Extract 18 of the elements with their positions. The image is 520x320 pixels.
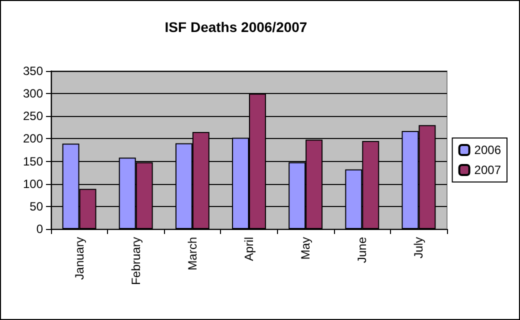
y-tick-label: 200	[22, 132, 44, 146]
x-tick-label: February	[128, 237, 143, 286]
legend-label: 2006	[474, 143, 502, 157]
x-tick-label: March	[185, 237, 200, 270]
x-tick-label: May	[298, 237, 313, 260]
legend-label: 2007	[474, 163, 502, 177]
x-tick-label: July	[412, 237, 426, 258]
y-tick-label: 150	[22, 154, 44, 168]
y-tick-label: 50	[30, 199, 44, 214]
x-tick-label: June	[355, 236, 370, 264]
y-tick-label: 350	[22, 64, 44, 78]
x-tick-label: April	[242, 237, 256, 262]
y-tick-label: 300	[22, 86, 44, 101]
x-tick-label: January	[72, 237, 86, 280]
chart-title: ISF Deaths 2006/2007	[164, 19, 308, 35]
y-tick-label: 250	[22, 109, 44, 124]
y-tick-label: 100	[22, 176, 44, 191]
y-tick-label: 0	[36, 222, 44, 236]
